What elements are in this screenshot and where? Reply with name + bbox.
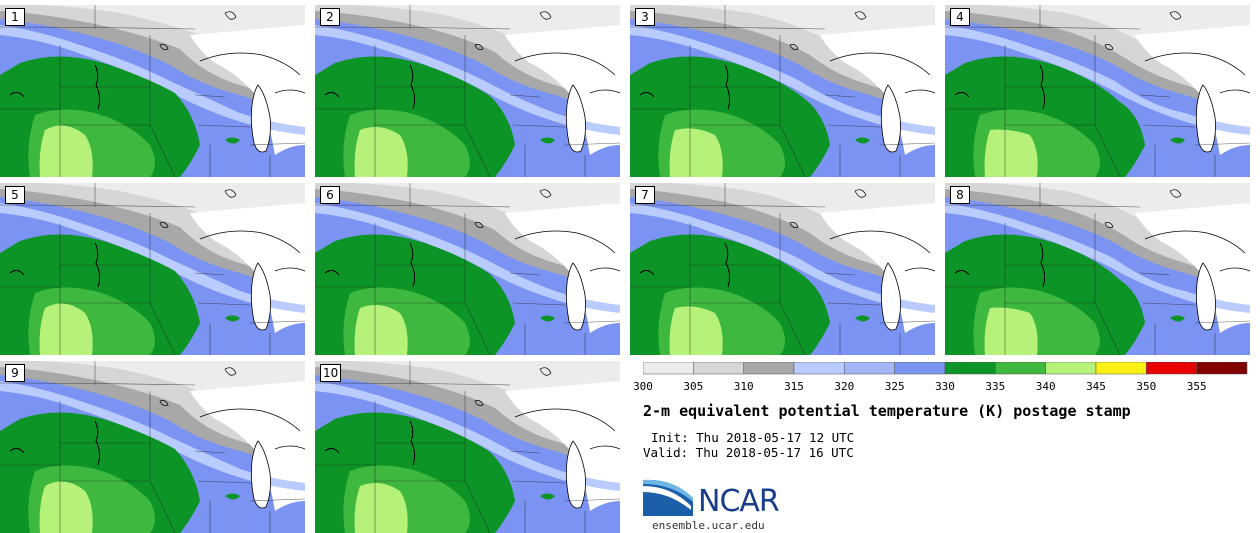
theta-e-map [0, 183, 305, 355]
member-label: 1 [5, 8, 25, 26]
colorbar-tick-label: 315 [784, 380, 804, 393]
member-label: 5 [5, 186, 25, 204]
colorbar-bin [1095, 362, 1147, 375]
theta-e-map [315, 5, 620, 177]
ensemble-member-panel: 8 [945, 183, 1250, 355]
member-label: 7 [635, 186, 655, 204]
colorbar-tick-label: 335 [985, 380, 1006, 393]
colorbar-bin [995, 362, 1046, 375]
colorbar-tick-label: 355 [1186, 380, 1207, 393]
ensemble-member-panel: 9 [0, 361, 305, 533]
colorbar-tick-label: 310 [733, 380, 754, 393]
colorbar-tick-label: 330 [935, 380, 955, 393]
colorbar-tick-label: 300 [633, 380, 653, 393]
valid-time: Valid: Thu 2018-05-17 16 UTC [643, 445, 854, 460]
ensemble-member-panel: 3 [630, 5, 935, 177]
ensemble-member-panel: 5 [0, 183, 305, 355]
colorbar-bin [944, 362, 996, 375]
colorbar-bin [693, 362, 744, 375]
init-time: Init: Thu 2018-05-17 12 UTC [651, 430, 855, 445]
site-url: ensemble.ucar.edu [652, 519, 765, 532]
colorbar-tick-label: 345 [1086, 380, 1106, 393]
member-label: 6 [320, 186, 340, 204]
ensemble-member-panel: 2 [315, 5, 620, 177]
ncar-logo-icon [643, 479, 693, 516]
colorbar-tick-label: 340 [1035, 380, 1056, 393]
colorbar-tick-label: 320 [834, 380, 855, 393]
colorbar-tick-label: 305 [683, 380, 704, 393]
member-label: 3 [635, 8, 655, 26]
ensemble-member-panel: 1 [0, 5, 305, 177]
theta-e-map [630, 5, 935, 177]
ensemble-member-panel: 4 [945, 5, 1250, 177]
theta-e-map [0, 5, 305, 177]
theta-e-map [630, 183, 935, 355]
member-label: 4 [950, 8, 970, 26]
colorbar-tick-label: 350 [1136, 380, 1157, 393]
ensemble-member-panel: 10 [315, 361, 620, 533]
ensemble-member-panel: 7 [630, 183, 935, 355]
member-label: 10 [320, 364, 342, 382]
theta-e-map [315, 361, 620, 533]
colorbar-bin [643, 362, 694, 375]
theta-e-map [0, 361, 305, 533]
colorbar-bin [1045, 362, 1097, 375]
ncar-logo-text: NCAR [698, 484, 780, 519]
member-label: 8 [950, 186, 970, 204]
theta-e-map [945, 5, 1250, 177]
theta-e-map [945, 183, 1250, 355]
colorbar-bin [793, 362, 845, 375]
colorbar [643, 362, 1248, 375]
colorbar-bin [844, 362, 895, 375]
colorbar-tick-label: 325 [884, 380, 905, 393]
colorbar-bin [894, 362, 946, 375]
plot-title: 2-m equivalent potential temperature (K)… [643, 402, 1131, 420]
colorbar-bin [743, 362, 795, 375]
member-label: 9 [5, 364, 25, 382]
ensemble-member-panel: 6 [315, 183, 620, 355]
colorbar-bin [1146, 362, 1197, 375]
theta-e-map [315, 183, 620, 355]
member-label: 2 [320, 8, 340, 26]
colorbar-bin [1196, 362, 1248, 375]
